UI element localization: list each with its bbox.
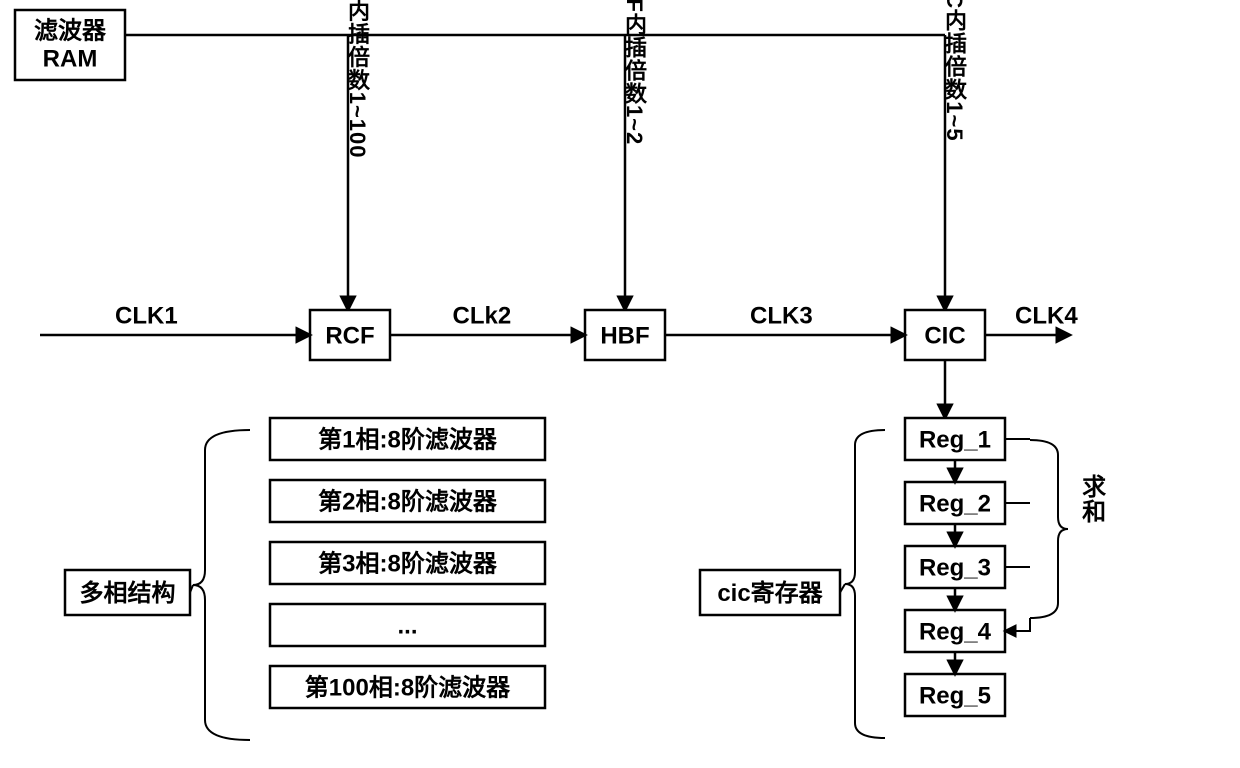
- svg-text:...: ...: [397, 612, 417, 639]
- svg-text:HBF内插倍数1~2: HBF内插倍数1~2: [622, 0, 647, 145]
- svg-text:CLK4: CLK4: [1015, 302, 1078, 329]
- svg-text:CLK1: CLK1: [115, 302, 178, 329]
- svg-text:第100相:8阶滤波器: 第100相:8阶滤波器: [305, 673, 511, 701]
- svg-text:Reg_5: Reg_5: [919, 682, 991, 709]
- svg-text:CIC内插倍数1~5: CIC内插倍数1~5: [942, 0, 967, 142]
- svg-text:CIC: CIC: [924, 322, 965, 349]
- svg-text:多相结构: 多相结构: [80, 579, 176, 607]
- svg-text:Reg_2: Reg_2: [919, 490, 991, 517]
- svg-text:滤波器: 滤波器: [34, 17, 107, 44]
- svg-text:cic寄存器: cic寄存器: [717, 579, 823, 607]
- svg-text:求和: 求和: [1078, 474, 1106, 524]
- svg-text:第3相:8阶滤波器: 第3相:8阶滤波器: [318, 549, 498, 577]
- svg-text:CLk2: CLk2: [453, 302, 512, 329]
- svg-text:第1相:8阶滤波器: 第1相:8阶滤波器: [318, 425, 498, 453]
- svg-text:HBF: HBF: [600, 322, 649, 349]
- svg-text:RAM: RAM: [43, 45, 98, 72]
- svg-text:Reg_1: Reg_1: [919, 426, 991, 453]
- svg-text:Reg_3: Reg_3: [919, 554, 991, 581]
- svg-text:RCF: RCF: [325, 322, 374, 349]
- svg-text:CLK3: CLK3: [750, 302, 813, 329]
- svg-text:第2相:8阶滤波器: 第2相:8阶滤波器: [318, 487, 498, 515]
- svg-text:Reg_4: Reg_4: [919, 618, 992, 645]
- svg-text:RCF内插倍数1~100: RCF内插倍数1~100: [345, 0, 370, 159]
